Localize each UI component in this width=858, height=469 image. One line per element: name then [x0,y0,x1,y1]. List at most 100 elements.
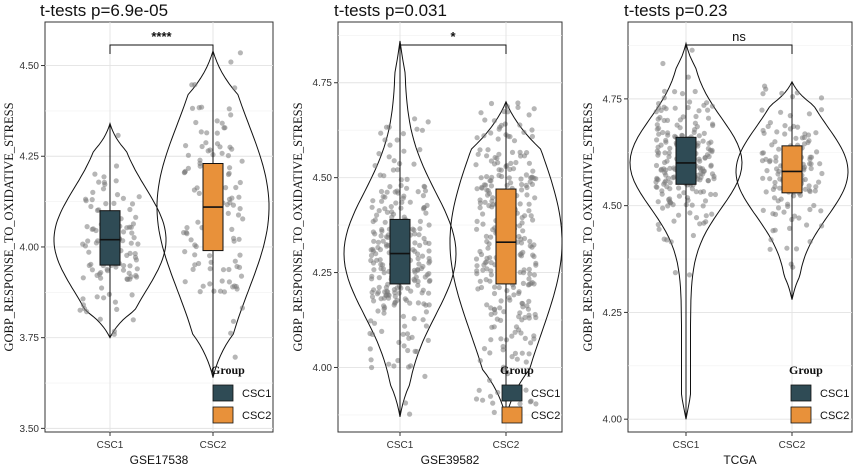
data-point-csc1 [656,226,662,232]
data-point-csc2 [487,393,494,399]
data-point-csc2 [481,262,487,268]
data-point-csc1 [419,127,425,133]
data-point-csc2 [519,220,525,226]
data-point-csc2 [526,201,532,207]
data-point-csc1 [656,101,662,107]
data-point-csc2 [818,95,825,101]
data-point-csc2 [531,336,537,342]
data-point-csc2 [208,259,214,265]
data-point-csc1 [106,291,112,297]
data-point-csc2 [475,151,481,157]
data-point-csc2 [806,111,813,117]
data-point-csc1 [414,348,420,355]
data-point-csc1 [398,205,404,211]
data-point-csc1 [411,227,417,233]
data-point-csc2 [479,184,485,190]
data-point-csc1 [412,248,418,254]
data-point-csc1 [663,172,669,178]
data-point-csc1 [371,320,378,326]
data-point-csc1 [85,238,91,244]
data-point-csc1 [420,317,426,323]
data-point-csc1 [115,132,121,138]
data-point-csc2 [481,133,487,139]
data-point-csc1 [415,255,421,262]
data-point-csc2 [474,218,480,224]
data-point-csc2 [473,396,480,402]
data-point-csc2 [495,389,501,396]
data-point-csc2 [777,185,783,191]
data-point-csc2 [504,182,510,188]
data-point-csc2 [474,271,480,277]
x-tick-label-csc2: CSC2 [493,440,520,451]
data-point-csc2 [487,350,493,356]
data-point-csc1 [660,129,666,136]
data-point-csc1 [376,284,382,290]
data-point-csc1 [384,189,390,195]
x-tick-label-csc1: CSC1 [387,440,414,451]
x-axis-label: TCGA [723,453,756,467]
data-point-csc2 [808,165,814,172]
data-point-csc1 [707,147,714,153]
data-point-csc2 [802,186,809,192]
data-point-csc2 [228,330,234,336]
legend-swatch-csc1 [790,384,812,402]
data-point-csc1 [667,165,673,171]
data-point-csc1 [379,228,385,234]
data-point-csc2 [527,238,533,244]
legend-label-csc1: CSC1 [242,388,271,400]
data-point-csc1 [387,184,393,190]
data-point-csc2 [533,262,539,268]
data-point-csc2 [478,175,484,181]
data-point-csc2 [182,279,188,285]
data-point-csc2 [237,252,243,258]
data-point-csc1 [685,74,691,80]
data-point-csc2 [522,335,528,341]
significance-bracket: **** [109,29,214,54]
data-point-csc2 [473,162,479,168]
data-point-csc1 [426,260,432,266]
data-point-csc1 [378,130,384,136]
data-point-csc1 [93,240,99,246]
data-point-csc1 [417,147,423,153]
data-point-csc1 [402,400,409,406]
data-point-csc2 [192,82,198,88]
data-point-csc2 [482,199,488,205]
significance-label: * [450,29,456,44]
data-point-csc2 [526,281,532,288]
data-point-csc1 [369,294,376,300]
data-point-csc2 [518,330,524,336]
y-tick-label: 3.50 [20,424,40,435]
data-point-csc2 [772,179,778,186]
panel-tcga: t-tests p=0.23 ns 4.004.254.504.75 CSC1 … [581,1,853,467]
data-point-csc1 [114,192,121,198]
data-point-csc2 [776,168,782,174]
data-point-csc2 [527,399,534,405]
data-point-csc1 [80,302,86,308]
data-point-csc2 [491,118,497,124]
data-point-csc2 [488,272,494,278]
data-point-csc1 [394,285,400,291]
data-point-csc1 [419,253,426,259]
data-point-csc1 [677,125,683,131]
data-point-csc1 [404,185,410,191]
legend-swatch-csc1 [501,384,523,402]
data-point-csc1 [103,201,109,207]
legend-label-csc2: CSC2 [820,410,849,422]
data-point-csc2 [765,123,771,129]
data-point-csc1 [131,235,137,241]
data-point-csc1 [416,261,422,267]
data-point-csc1 [127,263,133,269]
y-tick-label: 4.50 [313,173,333,184]
data-point-csc1 [369,364,375,371]
data-point-csc1 [408,288,414,294]
data-point-csc2 [807,188,813,195]
data-point-csc1 [700,203,706,209]
data-point-csc1 [384,243,390,249]
data-point-csc1 [133,257,139,263]
data-point-csc1 [407,411,413,417]
data-point-csc1 [369,273,375,279]
data-point-csc2 [772,211,779,217]
data-point-csc1 [417,226,423,232]
data-point-csc1 [375,244,381,251]
data-point-csc2 [515,100,521,106]
